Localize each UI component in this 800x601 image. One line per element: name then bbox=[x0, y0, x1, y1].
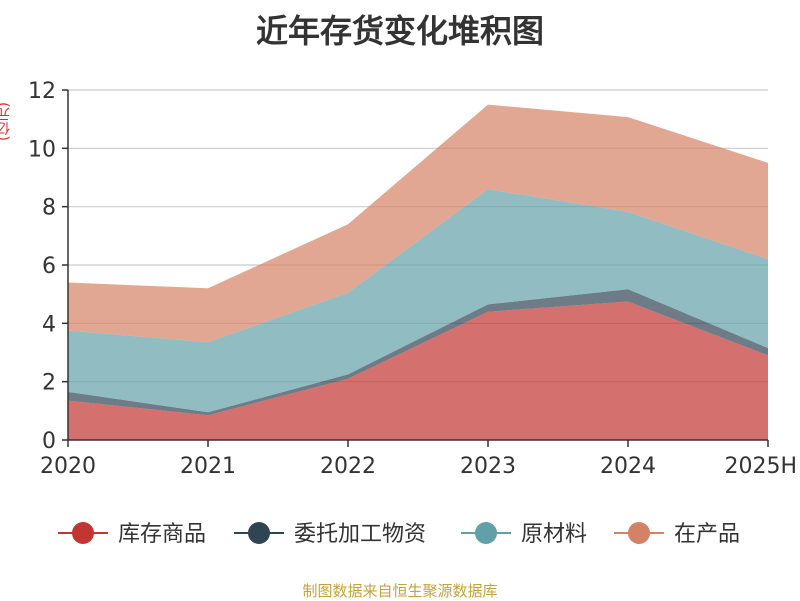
x-tick-label: 2021 bbox=[180, 454, 236, 479]
x-tick-label: 2020 bbox=[40, 454, 96, 479]
legend-item-原材料[interactable]: 原材料 bbox=[461, 522, 587, 547]
area-series-在产品[interactable] bbox=[68, 104, 768, 343]
y-tick-label: 4 bbox=[42, 312, 56, 337]
axes: 0 2 4 6 8 10 12 2020 2021 2022 2023 2024 2025H bbox=[28, 79, 797, 479]
legend-item-委托加工物资[interactable]: 委托加工物资 bbox=[234, 522, 426, 547]
area-series-group bbox=[68, 104, 768, 441]
x-tick-label: 2024 bbox=[600, 454, 656, 479]
x-tick-label: 2022 bbox=[320, 454, 376, 479]
legend-label: 在产品 bbox=[674, 522, 740, 547]
data-source-note: 制图数据来自恒生聚源数据库 bbox=[302, 582, 498, 600]
y-tick-label: 2 bbox=[42, 371, 56, 396]
y-tick-label: 8 bbox=[42, 196, 56, 221]
area-series-原材料[interactable] bbox=[68, 189, 768, 413]
legend-label: 原材料 bbox=[521, 522, 587, 547]
x-tick-label: 2023 bbox=[460, 454, 516, 479]
legend[interactable]: 库存商品 委托加工物资 原材料 在产品 bbox=[58, 522, 740, 547]
legend-item-在产品[interactable]: 在产品 bbox=[614, 522, 740, 547]
legend-label: 库存商品 bbox=[118, 522, 206, 547]
y-tick-label: 6 bbox=[42, 254, 56, 279]
legend-marker bbox=[475, 522, 497, 544]
y-tick-label: 12 bbox=[28, 79, 56, 104]
legend-marker bbox=[628, 522, 650, 544]
y-tick-label: 0 bbox=[42, 429, 56, 454]
legend-item-库存商品[interactable]: 库存商品 bbox=[58, 522, 206, 547]
chart-title: 近年存货变化堆积图 bbox=[255, 12, 544, 50]
legend-label: 委托加工物资 bbox=[294, 522, 426, 547]
legend-marker bbox=[248, 522, 270, 544]
x-tick-label: 2025H bbox=[724, 454, 797, 479]
area-series-委托加工物资[interactable] bbox=[68, 289, 768, 416]
y-tick-label: 10 bbox=[28, 137, 56, 162]
area-series-库存商品[interactable] bbox=[68, 301, 768, 441]
legend-marker bbox=[72, 522, 94, 544]
